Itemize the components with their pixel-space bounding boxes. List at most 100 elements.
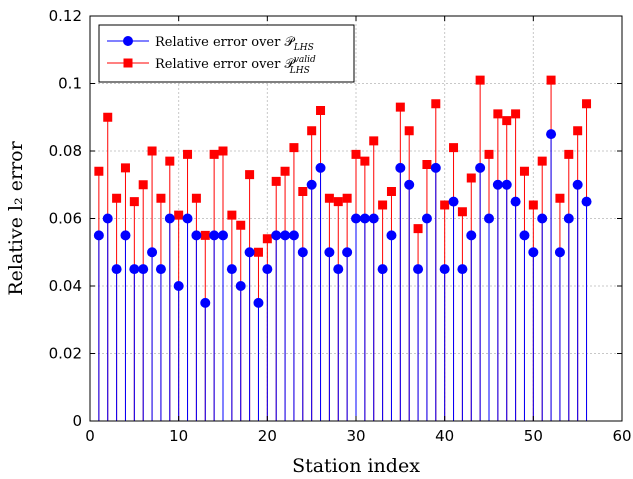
data-point-square [519,166,529,176]
data-point-square [165,156,175,166]
data-point-circle [377,264,388,275]
y-axis-ticks: 0 0.02 0.04 0.06 0.08 0.1 0.12 [49,7,622,430]
data-point-square [360,156,370,166]
y-tick-label: 0.12 [49,7,82,25]
data-point-circle [519,230,530,241]
x-tick-label: 10 [169,427,188,445]
data-point-square [493,109,503,119]
data-point-square [440,200,450,210]
data-point-circle [457,264,468,275]
data-point-circle [155,264,166,275]
data-point-circle [191,230,202,241]
data-point-square [413,224,423,234]
data-point-circle [421,213,432,224]
data-point-square [280,166,290,176]
data-point-circle [173,281,184,291]
data-point-square [307,126,317,136]
y-axis-label: Relative l₂ error [5,140,27,295]
data-point-circle [581,196,592,207]
x-tick-label: 30 [346,427,365,445]
x-tick-label: 20 [258,427,277,445]
data-point-circle [501,179,512,190]
y-tick-label: 0.04 [49,277,82,295]
data-point-square [298,187,308,196]
data-point-circle [563,213,574,224]
x-tick-label: 50 [524,427,543,445]
data-point-square [404,126,414,136]
data-point-circle [404,179,415,190]
data-point-circle [129,264,140,275]
data-point-square [209,149,219,159]
data-point-square [262,234,272,244]
data-point-square [466,173,476,183]
data-point-square [369,136,379,146]
x-tick-label: 60 [612,427,631,445]
data-point-square [316,106,326,115]
data-point-square [112,193,122,203]
data-point-circle [475,162,486,173]
data-point-circle [262,264,273,275]
data-point-circle [537,213,548,224]
legend-subscript: LHS [289,66,310,76]
data-point-circle [386,230,397,241]
data-point-circle [492,179,503,190]
data-point-square [253,247,263,257]
data-point-square [511,109,521,119]
data-point-square [103,112,113,122]
data-point-circle [324,247,335,258]
data-point-square [147,146,157,156]
data-point-square [191,193,201,203]
data-point-square [502,116,512,126]
data-point-square [431,99,441,109]
y-tick-label: 0 [72,412,82,430]
data-point-circle [147,247,158,258]
data-point-square [138,180,148,190]
legend-box [98,24,355,83]
data-point-square [378,200,388,210]
data-point-circle [315,162,326,173]
data-point-square [227,210,237,220]
data-point-circle [546,129,557,140]
data-point-circle [439,264,450,275]
data-point-square [475,75,485,85]
data-point-square [333,197,343,207]
data-point-circle [333,264,344,275]
data-point-square [156,193,166,203]
data-point-circle [218,230,228,241]
legend-subscript: LHS [293,43,314,53]
y-tick-label: 0.08 [49,142,82,160]
data-point-square [236,220,246,230]
data-point-square [200,230,210,240]
data-point-square [555,193,565,203]
data-point-circle [226,264,237,275]
data-point-circle [510,196,521,207]
data-point-circle [102,213,113,224]
data-point-circle [297,247,308,258]
data-point-square [449,143,459,153]
data-point-square [564,149,574,159]
data-point-circle [120,230,131,241]
data-point-circle [368,213,379,224]
data-point-circle [235,281,246,291]
y-tick-label: 0.06 [49,210,82,228]
data-point-square [289,143,299,153]
x-axis-ticks: 0 10 20 30 40 50 60 [85,16,632,445]
data-point-square [94,166,104,176]
data-point-square [528,200,538,210]
data-point-square [218,146,228,156]
data-point-circle [93,230,104,241]
data-point-square [120,163,130,173]
data-point-circle [351,213,361,224]
data-point-circle [306,179,317,190]
data-point-square [546,75,556,85]
data-point-square [129,197,139,207]
data-point-circle [395,162,406,173]
x-tick-label: 40 [435,427,454,445]
data-point-square [395,102,405,112]
data-point-circle [484,213,494,224]
data-point-circle [413,264,424,275]
legend-label: Relative error over 𝒫LHS [155,35,314,53]
legend-marker-circle [123,36,133,46]
x-axis-label: Station index [292,455,420,477]
